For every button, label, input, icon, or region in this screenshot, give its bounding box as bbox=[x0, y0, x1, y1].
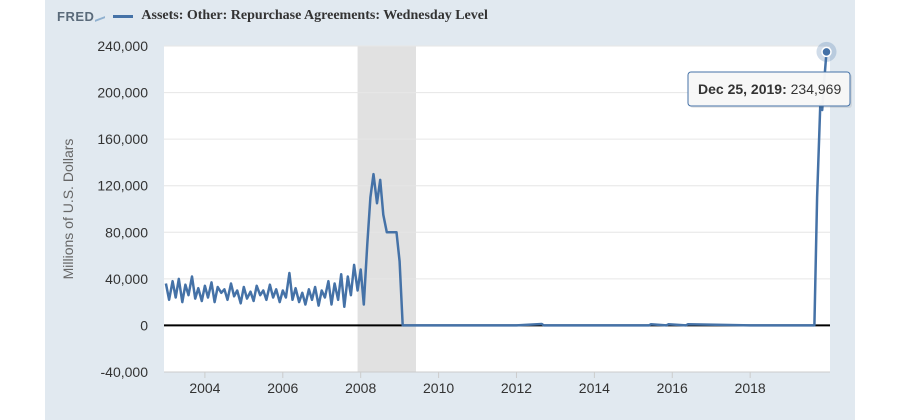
y-tick-label: 0 bbox=[140, 317, 148, 333]
x-tick-label: 2014 bbox=[579, 380, 610, 396]
y-tick-label: 160,000 bbox=[97, 131, 148, 147]
fred-logo[interactable]: FRED bbox=[57, 8, 95, 24]
recession-band bbox=[357, 46, 416, 372]
y-axis-title: Millions of U.S. Dollars bbox=[60, 139, 76, 280]
tooltip-date: Dec 25, 2019: bbox=[698, 81, 787, 97]
y-tick-label: 120,000 bbox=[97, 178, 148, 194]
x-tick-label: 2018 bbox=[735, 380, 766, 396]
series-line bbox=[164, 51, 828, 327]
y-axis-ticks: 240,000 200,000 160,000 120,000 80,000 40,000… bbox=[97, 38, 148, 380]
legend-swatch bbox=[113, 14, 134, 18]
y-tick-label: 200,000 bbox=[97, 85, 148, 101]
x-tick-label: 2008 bbox=[345, 380, 376, 396]
x-tick-label: 2012 bbox=[501, 380, 532, 396]
y-tick-label: 40,000 bbox=[105, 271, 148, 287]
tooltip-text: Dec 25, 2019: 234,969 bbox=[698, 81, 841, 97]
x-tick-label: 2006 bbox=[267, 380, 298, 396]
x-tick-label: 2016 bbox=[657, 380, 688, 396]
series-layer bbox=[164, 51, 830, 327]
y-tick-label: 240,000 bbox=[97, 38, 148, 54]
y-tick-label: 80,000 bbox=[105, 224, 148, 240]
chart-header: FRED Assets: Other: Repurchase Agreement… bbox=[57, 6, 488, 26]
tooltip-box bbox=[687, 71, 851, 107]
tooltip-value: 234,969 bbox=[787, 81, 842, 97]
series-title: Assets: Other: Repurchase Agreements: We… bbox=[141, 8, 488, 23]
x-tick-label: 2010 bbox=[423, 380, 454, 396]
y-tick-label: -40,000 bbox=[101, 364, 149, 380]
hover-point bbox=[821, 46, 832, 58]
tooltip: Dec 25, 2019: 234,969 bbox=[687, 41, 852, 108]
x-tick-label: 2004 bbox=[189, 380, 220, 396]
x-axis-ticks: 2004 2006 2008 2010 2012 2014 2016 2018 bbox=[164, 371, 830, 396]
recession-shading-layer bbox=[357, 46, 416, 372]
